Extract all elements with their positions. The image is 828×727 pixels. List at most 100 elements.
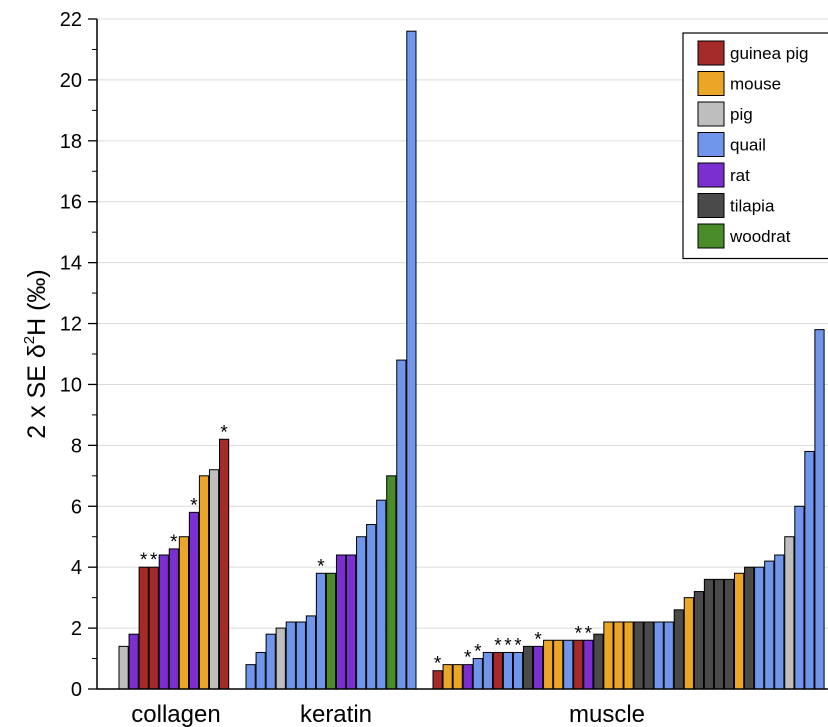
bar-collagen-8	[188, 511, 200, 690]
bar-muscle-12	[543, 639, 554, 690]
significance-asterisk: *	[140, 550, 148, 571]
legend-label: pig	[730, 105, 753, 124]
bar-keratin-17	[406, 30, 417, 690]
bar-muscle-39	[814, 329, 825, 690]
group-label-muscle: muscle	[569, 701, 645, 727]
bar-muscle-32	[744, 566, 755, 690]
bar-keratin-4	[275, 627, 286, 690]
y-tick-label: 18	[60, 131, 82, 153]
bar-muscle-31	[734, 572, 745, 690]
bar-keratin-6	[295, 621, 306, 690]
significance-asterisk: *	[494, 635, 502, 656]
legend-swatch	[697, 101, 725, 127]
bar-collagen-1	[118, 645, 129, 690]
significance-asterisk: *	[434, 654, 442, 675]
bar-muscle-11	[533, 645, 544, 690]
bar-muscle-27	[693, 591, 704, 690]
bar-keratin-12	[356, 536, 367, 690]
bar-muscle-5	[472, 658, 483, 690]
bar-muscle-3	[452, 664, 463, 690]
bar-keratin-16	[396, 359, 407, 690]
legend-swatch	[697, 223, 725, 249]
bar-keratin-3	[265, 633, 276, 690]
bar-keratin-5	[285, 621, 296, 690]
bar-muscle-30	[723, 578, 735, 690]
y-tick-label: 0	[71, 679, 82, 701]
significance-asterisk: *	[504, 635, 512, 656]
bar-muscle-23	[653, 621, 664, 690]
legend-swatch	[697, 162, 725, 188]
bar-keratin-13	[366, 524, 377, 690]
bar-muscle-37	[794, 505, 805, 690]
significance-asterisk: *	[464, 648, 472, 669]
bar-muscle-14	[563, 639, 574, 690]
legend-box	[682, 32, 828, 260]
legend-swatch	[697, 132, 725, 157]
bar-collagen-10	[208, 469, 220, 690]
bar-keratin-15	[386, 475, 397, 690]
y-axis: 0 2 4 6 8 10 12 14 16 18 20 22	[60, 9, 828, 701]
bar-keratin-2	[255, 651, 266, 690]
bar-muscle-7	[492, 651, 503, 690]
y-tick-label: 16	[60, 192, 82, 214]
bar-muscle-36	[784, 536, 795, 690]
bar-collagen-11	[219, 438, 230, 690]
legend-label: tilapia	[730, 197, 775, 216]
bar-muscle-22	[643, 621, 654, 690]
bar-muscle-26	[683, 597, 694, 690]
bars	[118, 30, 825, 690]
legend-swatch	[697, 193, 725, 218]
significance-asterisk: *	[585, 623, 593, 644]
significance-asterisk: *	[220, 422, 228, 443]
bar-muscle-20	[623, 621, 634, 690]
y-tick-label: 20	[60, 70, 82, 92]
bar-collagen-6	[168, 548, 179, 690]
bar-collagen-4	[148, 566, 159, 690]
bar-keratin-7	[305, 615, 316, 690]
y-tick-label: 2	[71, 618, 82, 640]
bar-muscle-19	[613, 621, 624, 690]
bar-muscle-24	[663, 621, 674, 690]
significance-asterisk: *	[534, 629, 542, 650]
bar-muscle-17	[593, 633, 604, 690]
y-tick-label: 22	[60, 9, 82, 31]
bar-keratin-10	[335, 554, 347, 690]
bar-keratin-8	[315, 572, 327, 690]
legend-swatch	[697, 40, 725, 66]
bar-muscle-10	[522, 645, 534, 690]
significance-asterisk: *	[474, 642, 482, 663]
y-axis-label: 2 x SE δ2H (‰)	[21, 269, 51, 439]
bar-muscle-38	[804, 450, 815, 690]
bar-muscle-34	[764, 560, 775, 690]
bar-muscle-18	[603, 621, 614, 690]
y-tick-label: 8	[71, 435, 82, 457]
bar-keratin-1	[245, 664, 256, 690]
group-label-collagen: collagen	[131, 701, 220, 727]
legend-label: quail	[730, 136, 766, 155]
legend-label: woodrat	[729, 227, 791, 246]
bar-muscle-29	[713, 578, 725, 690]
bar-collagen-5	[158, 554, 169, 690]
bar-muscle-35	[774, 554, 785, 690]
bar-collagen-9	[198, 475, 210, 690]
legend-label: rat	[730, 166, 750, 185]
y-tick-label: 10	[60, 374, 82, 396]
significance-asterisk: *	[170, 532, 178, 553]
significance-asterisk: *	[190, 495, 198, 516]
group-labels: collagen keratin muscle	[131, 701, 645, 727]
legend-label: guinea pig	[730, 44, 808, 63]
bar-muscle-8	[502, 651, 514, 690]
bar-muscle-9	[512, 651, 524, 690]
significance-asterisk: *	[575, 623, 583, 644]
bar-muscle-15	[573, 639, 584, 690]
bar-collagen-7	[178, 536, 190, 690]
bar-muscle-21	[633, 621, 644, 690]
bar-collagen-2	[128, 633, 139, 690]
bar-muscle-28	[703, 578, 715, 690]
bar-keratin-9	[325, 572, 337, 690]
group-label-keratin: keratin	[300, 701, 372, 727]
y-tick-label: 4	[71, 557, 82, 579]
significance-asterisk: *	[317, 556, 325, 577]
legend: guinea pig mouse pig quail rat tilapia woodrat	[682, 32, 828, 260]
legend-label: mouse	[730, 75, 781, 94]
